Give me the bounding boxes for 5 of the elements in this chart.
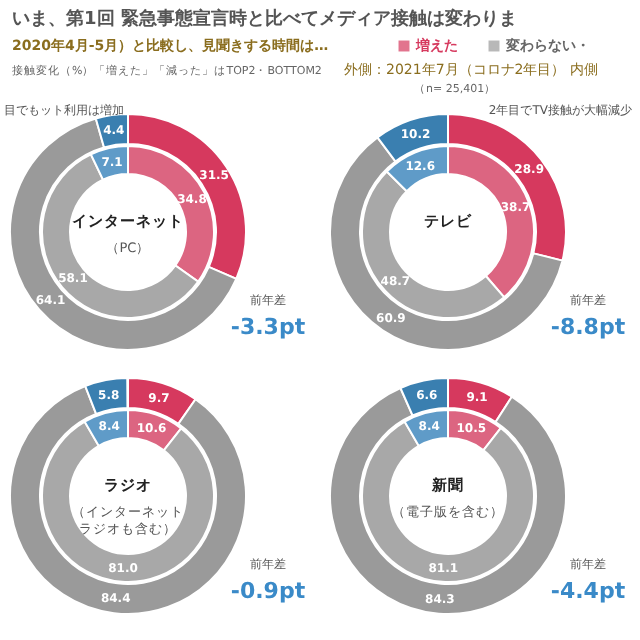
text: -8.8pt bbox=[550, 314, 626, 340]
text: -4.4pt bbox=[550, 578, 626, 604]
text: -3.3pt bbox=[230, 314, 306, 340]
text: いま、第1回 緊急事態宣言時と比べてメディア接触は変わりま bbox=[12, 8, 517, 30]
text: -0.9pt bbox=[230, 578, 306, 604]
